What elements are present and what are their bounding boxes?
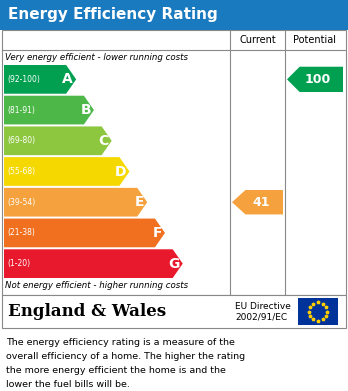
Polygon shape: [4, 126, 112, 155]
Polygon shape: [4, 96, 94, 124]
FancyBboxPatch shape: [298, 298, 338, 325]
FancyBboxPatch shape: [2, 30, 346, 295]
Text: EU Directive
2002/91/EC: EU Directive 2002/91/EC: [235, 302, 291, 321]
FancyBboxPatch shape: [0, 0, 348, 30]
Text: (92-100): (92-100): [7, 75, 40, 84]
Polygon shape: [4, 249, 183, 278]
Text: B: B: [80, 103, 91, 117]
Text: lower the fuel bills will be.: lower the fuel bills will be.: [6, 380, 130, 389]
Text: D: D: [115, 165, 126, 179]
Text: the more energy efficient the home is and the: the more energy efficient the home is an…: [6, 366, 226, 375]
Polygon shape: [4, 157, 129, 186]
Text: (21-38): (21-38): [7, 228, 35, 237]
Polygon shape: [4, 219, 165, 247]
Text: Potential: Potential: [293, 35, 337, 45]
Text: F: F: [152, 226, 162, 240]
Text: (1-20): (1-20): [7, 259, 30, 268]
Text: Not energy efficient - higher running costs: Not energy efficient - higher running co…: [5, 282, 188, 291]
Polygon shape: [4, 65, 76, 94]
Text: 41: 41: [253, 196, 270, 209]
Text: (81-91): (81-91): [7, 106, 35, 115]
Text: overall efficiency of a home. The higher the rating: overall efficiency of a home. The higher…: [6, 352, 245, 361]
Text: Current: Current: [239, 35, 276, 45]
Text: E: E: [135, 195, 144, 209]
Text: C: C: [98, 134, 109, 148]
Text: Energy Efficiency Rating: Energy Efficiency Rating: [8, 7, 218, 23]
Text: (55-68): (55-68): [7, 167, 35, 176]
Text: The energy efficiency rating is a measure of the: The energy efficiency rating is a measur…: [6, 338, 235, 347]
Text: (69-80): (69-80): [7, 136, 35, 145]
Text: G: G: [168, 256, 180, 271]
FancyBboxPatch shape: [2, 295, 346, 328]
Text: (39-54): (39-54): [7, 198, 35, 207]
Text: Very energy efficient - lower running costs: Very energy efficient - lower running co…: [5, 54, 188, 63]
Polygon shape: [4, 188, 147, 217]
Text: 100: 100: [304, 73, 331, 86]
Polygon shape: [232, 190, 283, 214]
Text: England & Wales: England & Wales: [8, 303, 166, 320]
Polygon shape: [287, 67, 343, 92]
Text: A: A: [62, 72, 73, 86]
